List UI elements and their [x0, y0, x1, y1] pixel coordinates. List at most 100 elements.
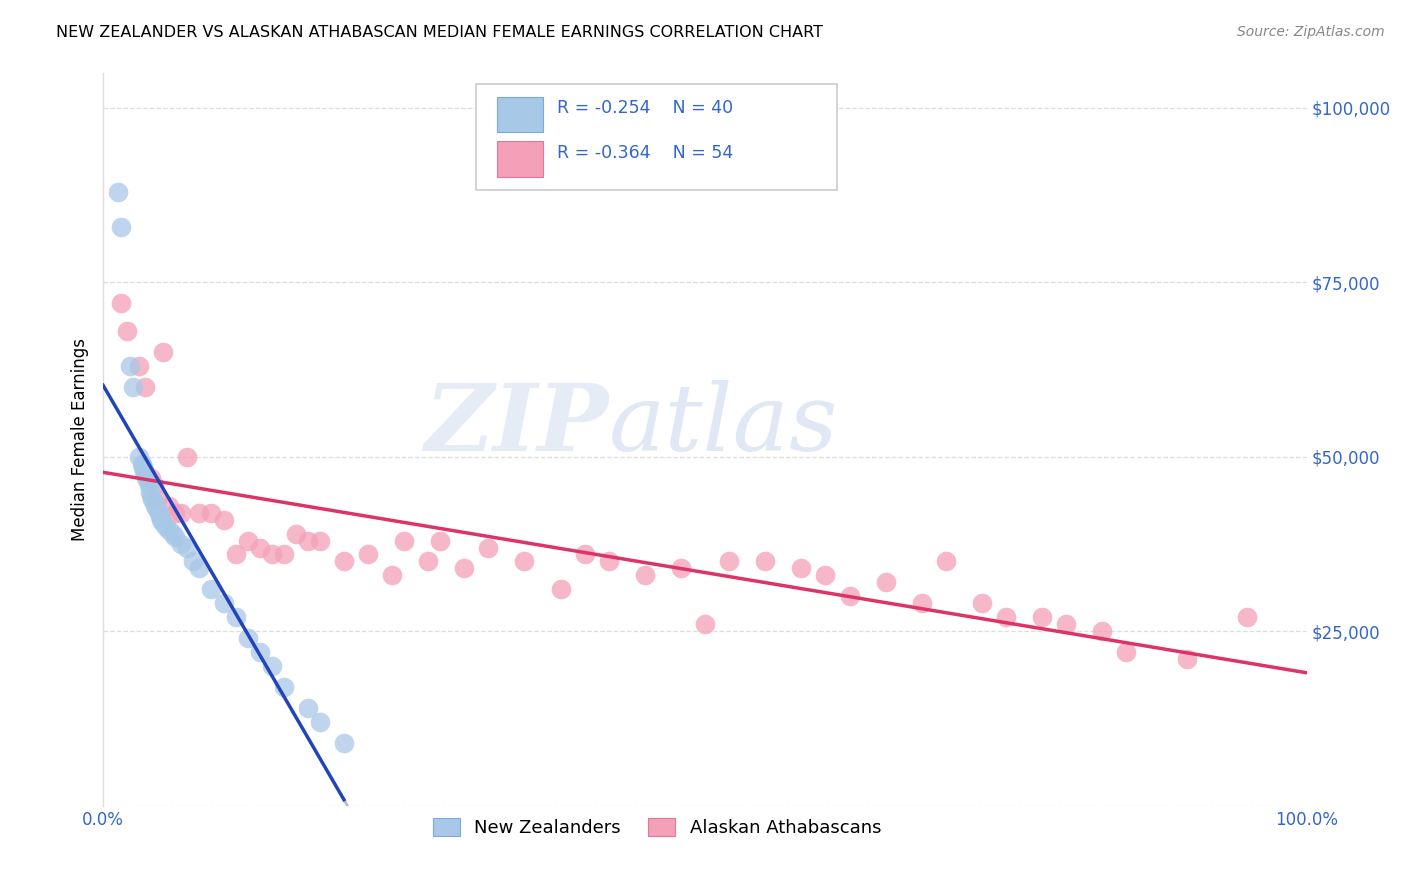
Point: [236, 631, 259, 645]
Point: [141, 491, 163, 506]
Point: [200, 506, 222, 520]
Point: [176, 450, 198, 464]
Point: [754, 554, 776, 568]
Point: [146, 502, 169, 516]
Point: [357, 548, 380, 562]
Point: [134, 467, 156, 482]
Point: [139, 484, 162, 499]
Point: [513, 554, 536, 568]
Point: [875, 575, 897, 590]
Point: [165, 506, 187, 520]
Text: atlas: atlas: [609, 380, 838, 470]
Point: [1054, 617, 1077, 632]
Point: [146, 491, 169, 506]
Point: [155, 519, 177, 533]
Point: [176, 541, 198, 555]
FancyBboxPatch shape: [477, 84, 838, 190]
Point: [260, 548, 283, 562]
Point: [115, 324, 138, 338]
Point: [138, 477, 160, 491]
Point: [118, 359, 141, 373]
Point: [911, 596, 934, 610]
Point: [162, 526, 184, 541]
Point: [132, 464, 155, 478]
Point: [1175, 652, 1198, 666]
Y-axis label: Median Female Earnings: Median Female Earnings: [72, 338, 89, 541]
FancyBboxPatch shape: [496, 97, 543, 132]
Point: [273, 548, 295, 562]
Point: [122, 380, 145, 394]
Point: [273, 680, 295, 694]
FancyBboxPatch shape: [496, 142, 543, 177]
Legend: New Zealanders, Alaskan Athabascans: New Zealanders, Alaskan Athabascans: [426, 811, 889, 845]
Point: [170, 537, 193, 551]
Point: [170, 506, 193, 520]
Point: [574, 548, 596, 562]
Point: [183, 554, 205, 568]
Point: [693, 617, 716, 632]
Point: [128, 359, 150, 373]
Point: [142, 477, 165, 491]
Point: [131, 457, 153, 471]
Point: [149, 513, 172, 527]
Point: [1091, 624, 1114, 639]
Point: [212, 596, 235, 610]
Point: [1236, 610, 1258, 624]
Point: [453, 561, 475, 575]
Text: Source: ZipAtlas.com: Source: ZipAtlas.com: [1237, 25, 1385, 39]
Point: [157, 499, 180, 513]
Text: R = -0.364    N = 54: R = -0.364 N = 54: [557, 144, 734, 162]
Point: [135, 471, 157, 485]
Point: [249, 645, 271, 659]
Point: [308, 714, 330, 729]
Point: [260, 659, 283, 673]
Text: R = -0.254    N = 40: R = -0.254 N = 40: [557, 99, 733, 118]
Point: [225, 610, 247, 624]
Point: [149, 509, 172, 524]
Point: [477, 541, 499, 555]
Point: [148, 506, 170, 520]
Point: [188, 561, 211, 575]
Point: [212, 513, 235, 527]
Point: [814, 568, 837, 582]
Point: [392, 533, 415, 548]
Point: [381, 568, 404, 582]
Point: [132, 460, 155, 475]
Point: [249, 541, 271, 555]
Point: [669, 561, 692, 575]
Point: [152, 516, 174, 530]
Point: [141, 488, 163, 502]
Point: [143, 499, 166, 513]
Point: [297, 533, 319, 548]
Point: [790, 561, 813, 575]
Point: [995, 610, 1018, 624]
Point: [200, 582, 222, 597]
Point: [418, 554, 440, 568]
Point: [141, 471, 163, 485]
Point: [236, 533, 259, 548]
Point: [634, 568, 657, 582]
Point: [718, 554, 741, 568]
Point: [297, 701, 319, 715]
Point: [157, 523, 180, 537]
Point: [333, 736, 356, 750]
Point: [284, 526, 307, 541]
Point: [136, 474, 159, 488]
Point: [128, 450, 150, 464]
Point: [970, 596, 993, 610]
Point: [333, 554, 356, 568]
Point: [110, 296, 132, 310]
Point: [152, 345, 174, 359]
Point: [142, 495, 165, 509]
Point: [225, 548, 247, 562]
Point: [110, 219, 132, 234]
Point: [838, 590, 860, 604]
Point: [1115, 645, 1137, 659]
Point: [188, 506, 211, 520]
Point: [550, 582, 572, 597]
Point: [598, 554, 620, 568]
Point: [935, 554, 957, 568]
Point: [165, 530, 187, 544]
Point: [107, 185, 129, 199]
Text: NEW ZEALANDER VS ALASKAN ATHABASCAN MEDIAN FEMALE EARNINGS CORRELATION CHART: NEW ZEALANDER VS ALASKAN ATHABASCAN MEDI…: [56, 25, 824, 40]
